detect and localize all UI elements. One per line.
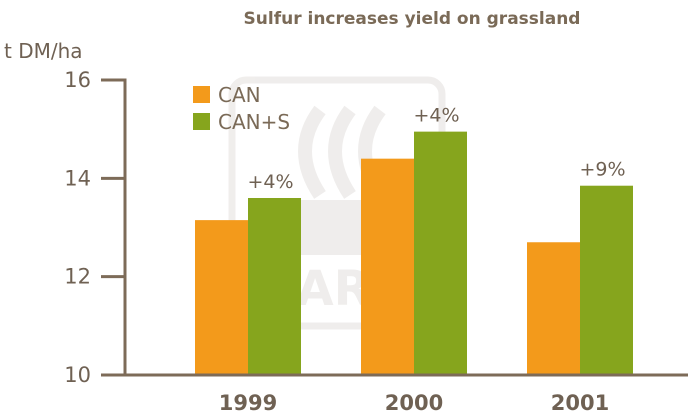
x-tick-label: 2001 (551, 391, 609, 415)
axis-lines (101, 78, 688, 377)
bar-can-s-1999 (248, 198, 301, 375)
y-tick-label: 14 (64, 166, 91, 190)
x-tick-label: 1999 (219, 391, 277, 415)
x-tick-label: 2000 (385, 391, 443, 415)
legend-swatch-can (193, 86, 210, 103)
y-axis-label: t DM/ha (4, 39, 83, 63)
bars (195, 131, 633, 375)
chart-title: Sulfur increases yield on grassland (244, 9, 581, 29)
annotation-2001: +9% (579, 159, 625, 181)
legend-label-can: CAN (218, 83, 261, 107)
annotations: +4% +4% +9% (247, 105, 625, 193)
legend-label-can-s: CAN+S (218, 110, 290, 134)
y-tick-label: 16 (64, 68, 91, 92)
x-axis: 1999 2000 2001 (219, 391, 609, 415)
annotation-1999: +4% (247, 171, 293, 193)
y-tick-label: 10 (64, 363, 91, 387)
bar-can-2001 (527, 242, 580, 375)
bar-can-1999 (195, 220, 248, 375)
y-tick-label: 12 (64, 265, 91, 289)
annotation-2000: +4% (413, 105, 459, 127)
bar-can-s-2000 (414, 131, 467, 375)
legend-swatch-can-s (193, 113, 210, 130)
legend: CAN CAN+S (193, 83, 290, 134)
y-axis: 10 12 14 16 (64, 68, 125, 387)
bar-can-s-2001 (580, 185, 633, 375)
bar-can-2000 (361, 158, 414, 375)
